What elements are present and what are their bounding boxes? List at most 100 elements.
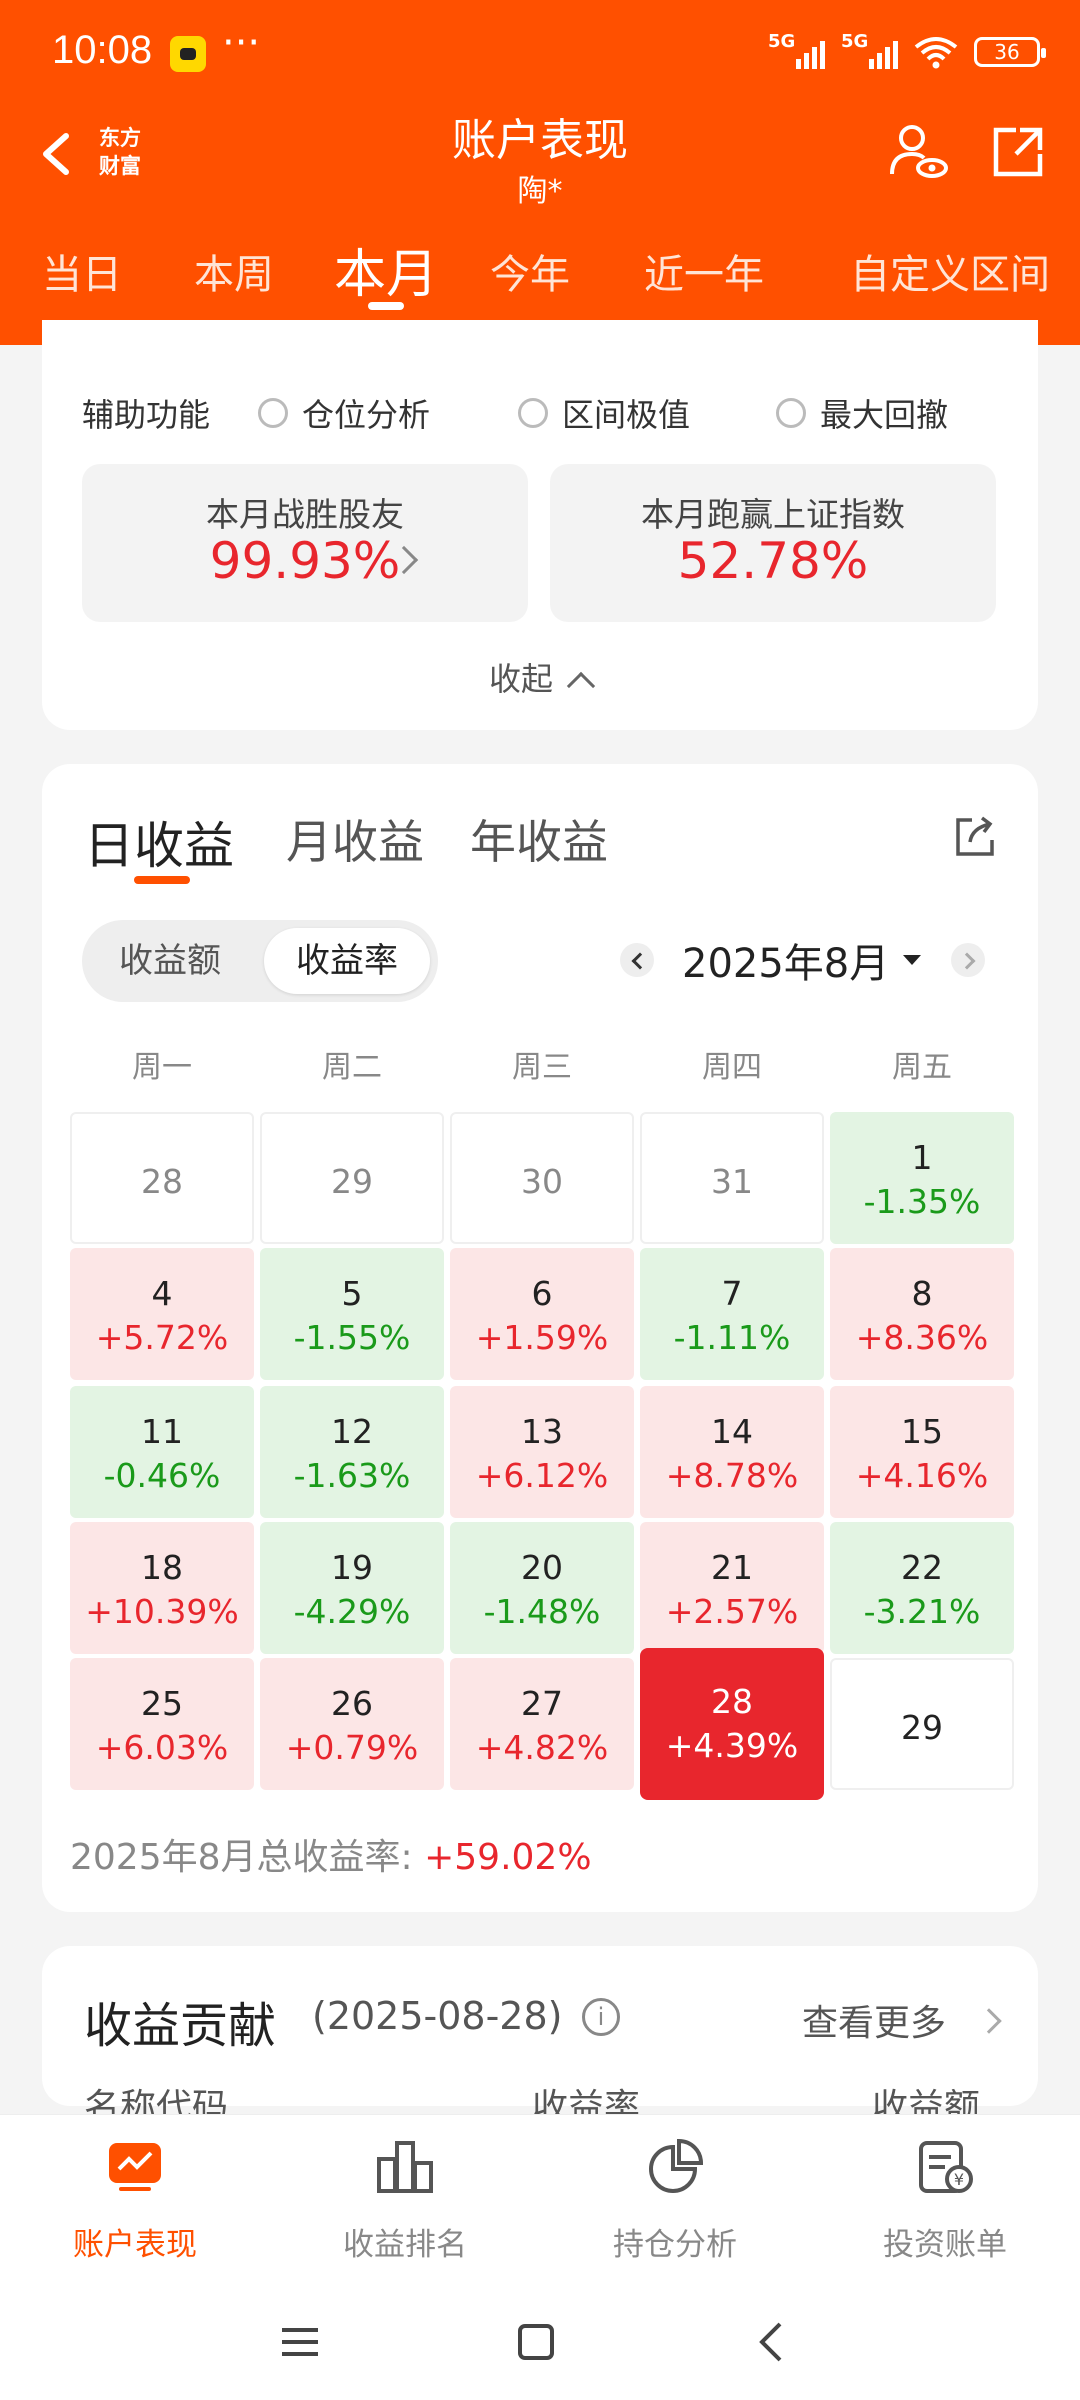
tab-this-week[interactable]: 本周 — [194, 252, 274, 298]
calendar-day[interactable]: 29 — [830, 1658, 1014, 1790]
menu-icon[interactable] — [270, 2312, 330, 2372]
day-number: 22 — [901, 1548, 943, 1587]
calendar-day[interactable]: 7 -1.11% — [640, 1248, 824, 1380]
system-nav-bar — [0, 2280, 1080, 2400]
calendar-day[interactable]: 21 +2.57% — [640, 1522, 824, 1654]
nav-account-performance[interactable]: 账户表现 — [0, 2137, 270, 2264]
view-more-link[interactable]: 查看更多 — [802, 2003, 947, 2044]
chart-monitor-icon — [109, 2143, 161, 2191]
day-number: 20 — [521, 1548, 563, 1587]
account-name: 陶* — [517, 174, 563, 209]
home-icon[interactable] — [506, 2312, 566, 2372]
day-return: -1.11% — [673, 1318, 791, 1357]
day-number: 18 — [141, 1548, 183, 1587]
nav-profit-ranking[interactable]: 收益排名 — [270, 2137, 540, 2264]
day-return: +1.59% — [475, 1318, 609, 1357]
page-title: 账户表现 — [452, 115, 628, 166]
day-return: -0.46% — [103, 1456, 221, 1495]
tab-yearly-profit[interactable]: 年收益 — [470, 815, 608, 869]
beat-index-stat: 本月跑赢上证指数 52.78% — [550, 464, 996, 622]
calendar-day[interactable]: 25 +6.03% — [70, 1658, 254, 1790]
toggle-profit-amount[interactable]: 收益额 — [119, 941, 221, 981]
section-date: (2025-08-28) — [312, 1994, 563, 2038]
day-number: 13 — [521, 1412, 563, 1451]
radio-circle-icon — [258, 398, 288, 428]
cellular-signal-icon: 5G — [841, 31, 898, 69]
month-selector[interactable]: 2025年8月 — [682, 941, 890, 987]
share-icon[interactable] — [990, 124, 1046, 180]
tab-custom-range[interactable]: 自定义区间 — [850, 252, 1050, 298]
export-icon[interactable] — [952, 814, 998, 860]
day-number: 21 — [711, 1548, 753, 1587]
calendar-day-selected[interactable]: 28 +4.39% — [640, 1648, 824, 1800]
collapse-button[interactable]: 收起 — [42, 654, 1038, 701]
calendar-day[interactable]: 15 +4.16% — [830, 1386, 1014, 1518]
tab-this-month[interactable]: 本月 — [334, 245, 439, 305]
day-number: 28 — [711, 1682, 753, 1721]
day-return: +5.72% — [95, 1318, 229, 1357]
day-return: +8.36% — [855, 1318, 989, 1357]
status-bar: 10:08 ··· 5G 5G 36 — [0, 0, 1080, 100]
header: 10:08 ··· 5G 5G 36 东方 财富 账户表现 陶* — [0, 0, 1080, 345]
tab-monthly-profit[interactable]: 月收益 — [286, 815, 424, 869]
month-navigator: 2025年8月 — [620, 930, 986, 990]
clock: 10:08 — [52, 28, 153, 72]
day-number: 19 — [331, 1548, 373, 1587]
day-return: -1.48% — [483, 1592, 601, 1631]
beat-peers-stat[interactable]: 本月战胜股友 99.93% — [82, 464, 528, 622]
calendar-day[interactable]: 8 +8.36% — [830, 1248, 1014, 1380]
chevron-right-icon — [976, 2008, 1002, 2034]
day-number: 4 — [151, 1274, 173, 1313]
day-number: 11 — [141, 1412, 183, 1451]
calendar-day[interactable]: 6 +1.59% — [450, 1248, 634, 1380]
tab-daily-profit[interactable]: 日收益 — [84, 817, 234, 875]
calendar-day[interactable]: 14 +8.78% — [640, 1386, 824, 1518]
next-month-button[interactable] — [951, 943, 986, 977]
calendar-day[interactable]: 28 — [70, 1112, 254, 1244]
calendar-day[interactable]: 27 +4.82% — [450, 1658, 634, 1790]
calendar-day[interactable]: 11 -0.46% — [70, 1386, 254, 1518]
calendar-day[interactable]: 19 -4.29% — [260, 1522, 444, 1654]
day-return: -3.21% — [863, 1592, 981, 1631]
radio-range-extremes[interactable]: 区间极值 — [518, 390, 690, 436]
day-number: 31 — [711, 1162, 753, 1201]
tab-today[interactable]: 当日 — [42, 252, 122, 298]
calendar-day[interactable]: 5 -1.55% — [260, 1248, 444, 1380]
radio-position-analysis[interactable]: 仓位分析 — [258, 390, 430, 436]
month-total: 2025年8月总收益率: +59.02% — [70, 1837, 592, 1878]
calendar-day[interactable]: 1 -1.35% — [830, 1112, 1014, 1244]
privacy-eye-user-icon[interactable] — [886, 120, 950, 184]
day-return: +0.79% — [285, 1728, 419, 1767]
calendar-day[interactable]: 22 -3.21% — [830, 1522, 1014, 1654]
info-icon[interactable]: i — [582, 1998, 620, 2036]
calendar-day[interactable]: 20 -1.48% — [450, 1522, 634, 1654]
calendar-day[interactable]: 12 -1.63% — [260, 1386, 444, 1518]
tab-this-year[interactable]: 今年 — [490, 252, 570, 298]
aux-label: 辅助功能 — [82, 396, 211, 434]
back-button[interactable] — [32, 124, 80, 184]
calendar-day[interactable]: 29 — [260, 1112, 444, 1244]
back-nav-icon[interactable] — [742, 2312, 802, 2372]
day-number: 1 — [911, 1138, 933, 1177]
calendar-day[interactable]: 31 — [640, 1112, 824, 1244]
radio-max-drawdown[interactable]: 最大回撤 — [776, 390, 948, 436]
toggle-profit-rate[interactable]: 收益率 — [264, 928, 430, 994]
calendar-day[interactable]: 26 +0.79% — [260, 1658, 444, 1790]
calendar-day[interactable]: 18 +10.39% — [70, 1522, 254, 1654]
nav-holding-analysis[interactable]: 持仓分析 — [540, 2137, 810, 2264]
caret-down-icon — [903, 955, 922, 965]
amount-rate-toggle: 收益额 收益率 — [82, 920, 438, 1002]
profit-calendar-card: 日收益 月收益 年收益 收益额 收益率 2025年8月 周一 周二 周三 周四 … — [42, 764, 1038, 1912]
day-number: 12 — [331, 1412, 373, 1451]
nav-investment-bill[interactable]: ¥ 投资账单 — [810, 2137, 1080, 2264]
day-number: 30 — [521, 1162, 563, 1201]
day-number: 29 — [901, 1708, 943, 1747]
day-return: -4.29% — [293, 1592, 411, 1631]
calendar-day[interactable]: 13 +6.12% — [450, 1386, 634, 1518]
radio-circle-icon — [518, 398, 548, 428]
wifi-icon — [914, 37, 958, 69]
calendar-day[interactable]: 4 +5.72% — [70, 1248, 254, 1380]
tab-last-year[interactable]: 近一年 — [644, 252, 764, 298]
calendar-day[interactable]: 30 — [450, 1112, 634, 1244]
prev-month-button[interactable] — [620, 943, 654, 977]
